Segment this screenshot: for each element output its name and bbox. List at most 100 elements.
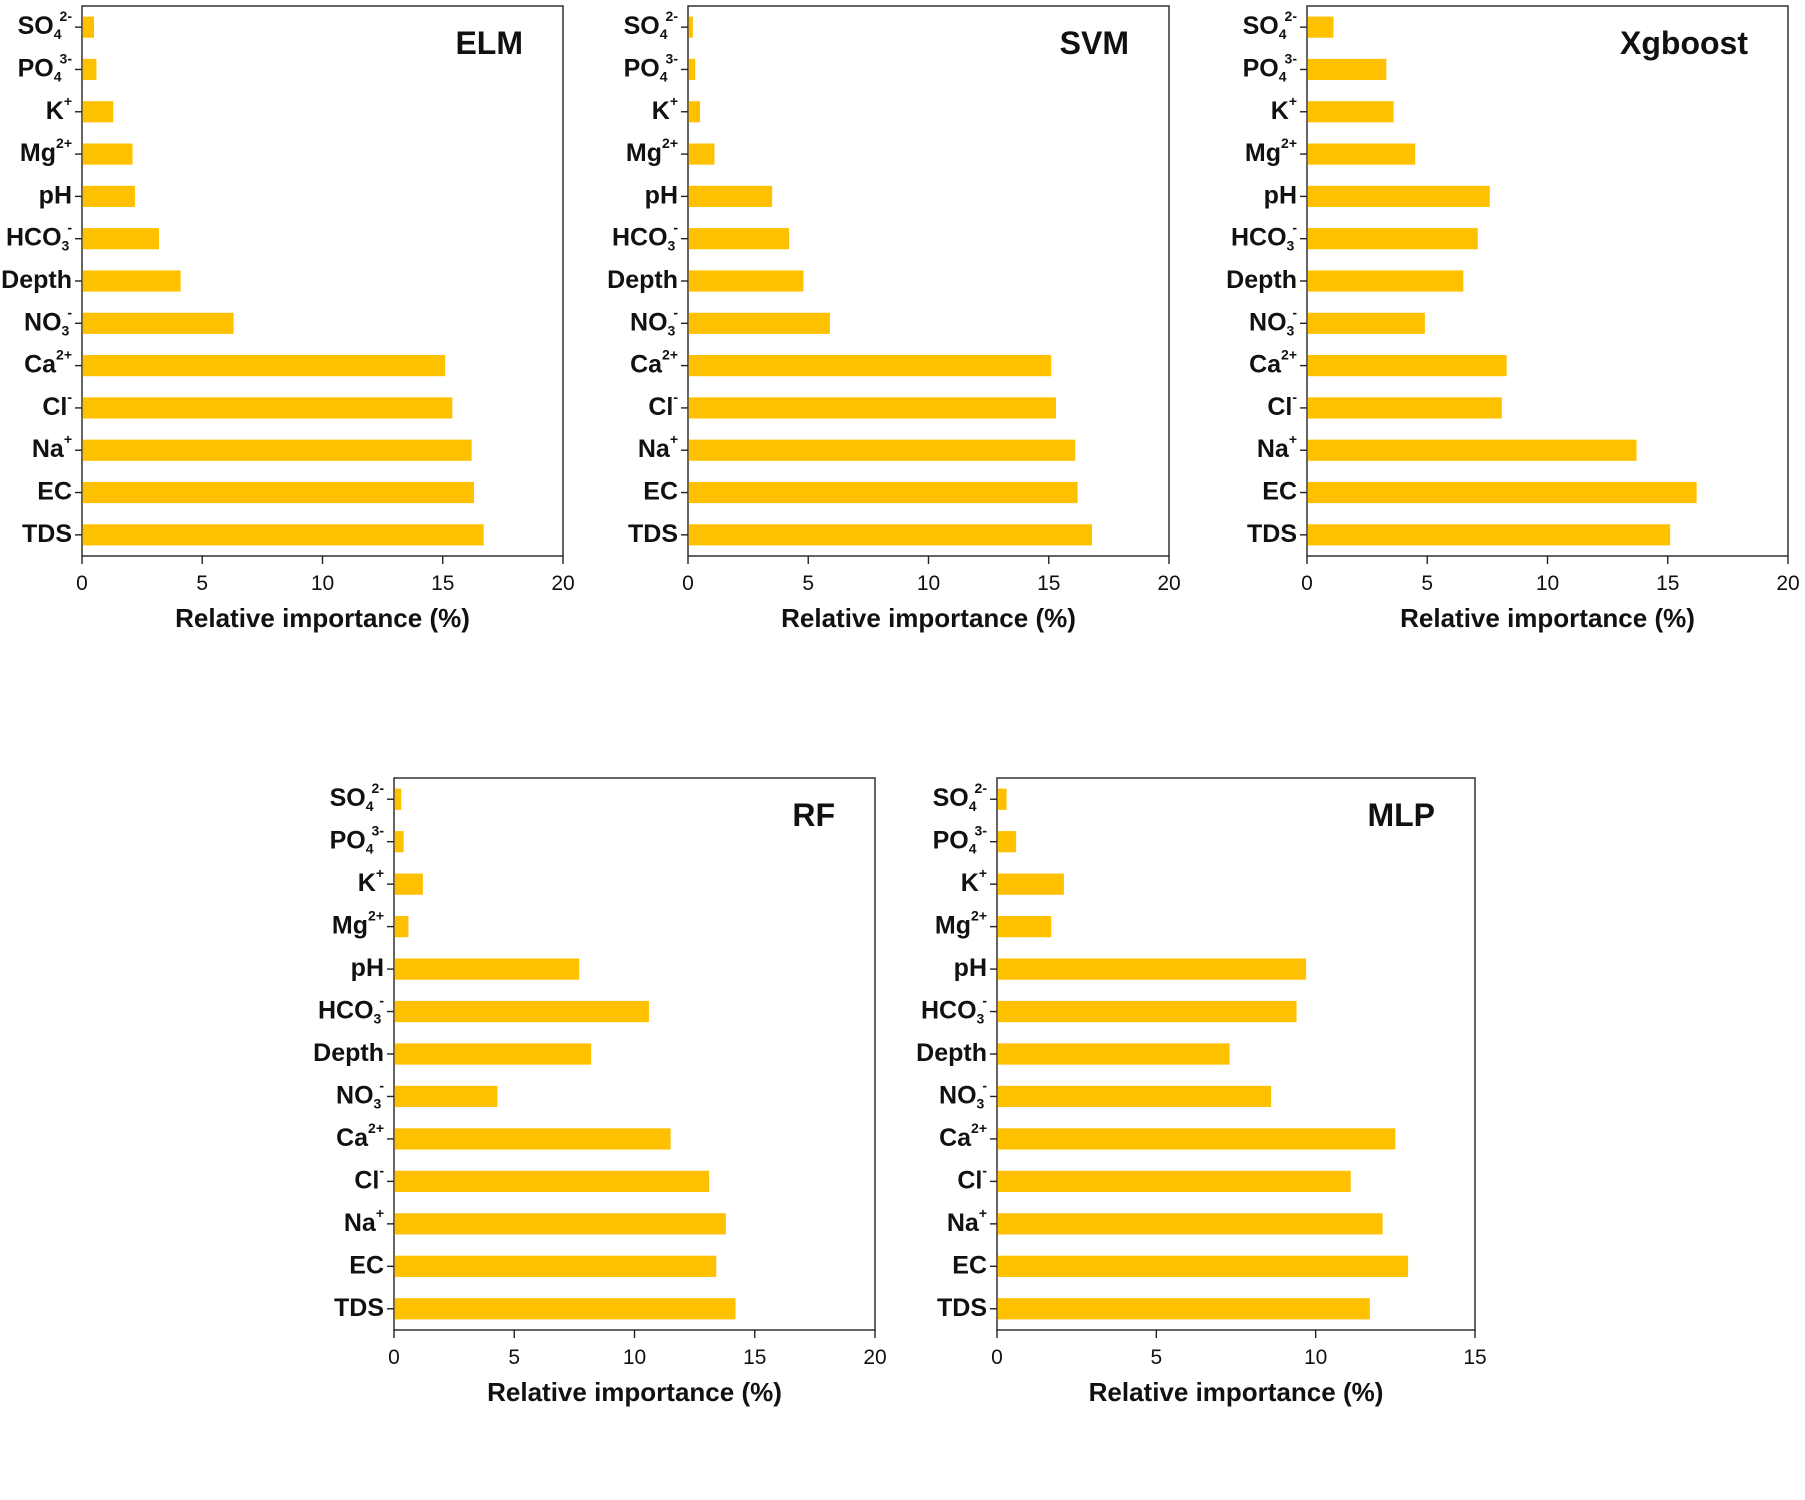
chart-panel-elm: TDS EC Na+ Cl- Ca2+ NO3- Depth HCO3- pH Mg2+ K+ PO4… xyxy=(1,5,575,633)
bar-so42 xyxy=(82,16,95,38)
chart-title-mlp: MLP xyxy=(1367,797,1435,833)
category-label-ph: pH xyxy=(954,954,987,982)
category-label-mg2: Mg2+ xyxy=(20,135,72,167)
category-label-ph: pH xyxy=(351,954,384,982)
bar-mg2 xyxy=(82,143,133,165)
bar-tds xyxy=(82,524,484,546)
bar-ca2 xyxy=(394,1128,671,1150)
bar-hco3 xyxy=(688,228,790,250)
x-tick-label-10: 10 xyxy=(917,572,940,595)
x-tick-label-5: 5 xyxy=(802,572,814,595)
bar-so42 xyxy=(1307,16,1334,38)
category-label-depth: Depth xyxy=(313,1039,384,1067)
bar-so42 xyxy=(688,16,693,38)
bar-no3 xyxy=(82,312,234,334)
bar-cl xyxy=(394,1170,710,1192)
category-label-k: K+ xyxy=(358,865,384,897)
bar-mg2 xyxy=(688,143,715,165)
x-tick-label-5: 5 xyxy=(508,1346,520,1369)
category-label-ph: pH xyxy=(1264,181,1297,209)
bar-so42 xyxy=(997,788,1007,810)
bar-cl xyxy=(1307,397,1502,419)
category-label-ph: pH xyxy=(645,181,678,209)
chart-panel-rf: TDS EC Na+ Cl- Ca2+ NO3- Depth HCO3- pH Mg2+ K+ PO4… xyxy=(313,777,887,1407)
x-axis-title: Relative importance (%) xyxy=(487,1377,782,1407)
x-axis-title: Relative importance (%) xyxy=(1089,1377,1384,1407)
x-axis-title: Relative importance (%) xyxy=(1400,603,1695,633)
bar-mg2 xyxy=(394,916,409,938)
category-label-mg2: Mg2+ xyxy=(1245,135,1297,167)
category-label-tds: TDS xyxy=(937,1293,987,1321)
bar-ph xyxy=(688,185,773,207)
category-label-tds: TDS xyxy=(22,519,72,547)
bar-ca2 xyxy=(997,1128,1396,1150)
bar-tds xyxy=(1307,524,1671,546)
category-label-depth: Depth xyxy=(1226,266,1297,294)
bar-ca2 xyxy=(82,355,446,377)
bar-po43 xyxy=(1307,58,1387,81)
bar-k xyxy=(1307,101,1394,123)
bar-ph xyxy=(1307,185,1490,207)
bar-k xyxy=(82,101,114,123)
bar-tds xyxy=(394,1298,736,1320)
category-label-cl: Cl- xyxy=(1267,389,1297,421)
chart-title-xgboost: Xgboost xyxy=(1620,25,1748,61)
bar-depth xyxy=(1307,270,1464,292)
x-tick-label-15: 15 xyxy=(1037,572,1060,595)
bar-so42 xyxy=(394,788,402,810)
x-tick-label-5: 5 xyxy=(1421,572,1433,595)
category-label-ec: EC xyxy=(952,1251,987,1279)
category-label-k: K+ xyxy=(652,92,678,124)
x-tick-label-0: 0 xyxy=(388,1346,400,1369)
x-tick-label-0: 0 xyxy=(1301,572,1313,595)
x-tick-label-0: 0 xyxy=(682,572,694,595)
category-label-no3: NO3- xyxy=(336,1077,384,1111)
bar-k xyxy=(997,873,1064,895)
chart-title-rf: RF xyxy=(792,797,835,833)
x-tick-label-15: 15 xyxy=(1656,572,1679,595)
category-label-so42: SO42- xyxy=(933,780,988,814)
category-label-na: Na+ xyxy=(947,1205,987,1237)
category-label-cl: Cl- xyxy=(957,1162,987,1194)
x-tick-label-0: 0 xyxy=(76,572,88,595)
bar-ec xyxy=(82,481,475,504)
chart-panel-mlp: TDS EC Na+ Cl- Ca2+ NO3- Depth HCO3- pH Mg2+ K+ PO4… xyxy=(916,777,1487,1407)
category-label-hco3: HCO3- xyxy=(1231,219,1297,253)
category-label-na: Na+ xyxy=(638,431,678,463)
bar-k xyxy=(394,873,423,895)
chart-panel-xgboost: TDS EC Na+ Cl- Ca2+ NO3- Depth HCO3- pH Mg2+ K+ PO4… xyxy=(1226,5,1800,633)
bar-ph xyxy=(997,958,1307,980)
x-tick-label-10: 10 xyxy=(1536,572,1559,595)
bar-no3 xyxy=(394,1085,498,1108)
bar-ph xyxy=(82,185,135,207)
bar-hco3 xyxy=(1307,228,1478,250)
category-label-so42: SO42- xyxy=(18,8,73,42)
category-label-ca2: Ca2+ xyxy=(336,1120,384,1152)
bar-na xyxy=(394,1213,726,1235)
bar-hco3 xyxy=(82,228,159,250)
category-label-po43: PO43- xyxy=(18,50,73,84)
category-label-cl: Cl- xyxy=(42,389,72,421)
category-label-po43: PO43- xyxy=(933,822,988,856)
category-label-ca2: Ca2+ xyxy=(1249,346,1297,378)
bar-po43 xyxy=(997,831,1017,853)
x-tick-label-5: 5 xyxy=(1150,1346,1162,1369)
category-label-so42: SO42- xyxy=(330,780,385,814)
category-label-depth: Depth xyxy=(607,266,678,294)
bar-mg2 xyxy=(997,916,1052,938)
category-label-no3: NO3- xyxy=(24,304,72,338)
bar-tds xyxy=(688,524,1093,546)
category-label-k: K+ xyxy=(961,865,987,897)
category-label-cl: Cl- xyxy=(648,389,678,421)
category-label-hco3: HCO3- xyxy=(612,219,678,253)
category-label-na: Na+ xyxy=(344,1205,384,1237)
bar-ec xyxy=(688,481,1078,504)
bar-na xyxy=(82,439,472,461)
category-label-hco3: HCO3- xyxy=(318,992,384,1026)
bar-na xyxy=(1307,439,1637,461)
category-label-hco3: HCO3- xyxy=(921,992,987,1026)
category-label-tds: TDS xyxy=(1247,519,1297,547)
category-label-hco3: HCO3- xyxy=(6,219,72,253)
category-label-k: K+ xyxy=(1271,92,1297,124)
